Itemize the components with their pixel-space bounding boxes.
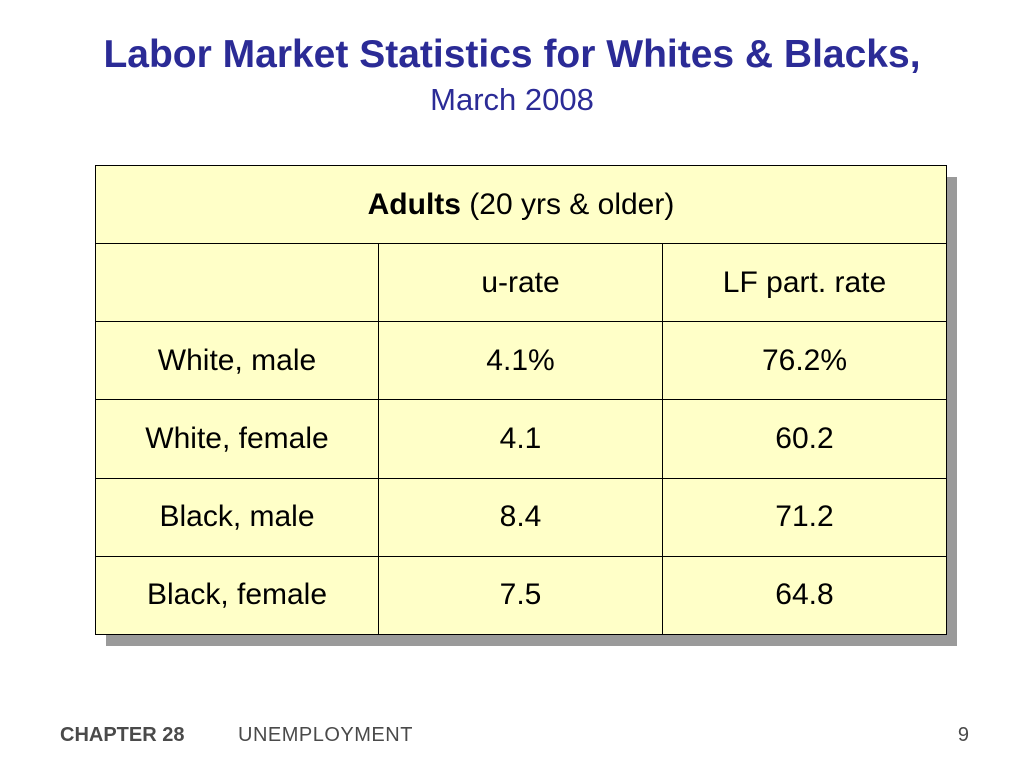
footer-topic: UNEMPLOYMENT [238, 724, 413, 746]
page-number: 9 [957, 724, 969, 746]
header-bold-text: Adults [367, 187, 461, 221]
slide-title: Labor Market Statistics for Whites & Bla… [103, 33, 921, 76]
u-rate-cell: 8.4 [378, 477, 663, 557]
table-header-row: Adults (20 yrs & older) [95, 164, 947, 245]
table-row: White, female 4.1 60.2 [95, 399, 947, 479]
table-row: Black, female 7.5 64.8 [95, 555, 947, 636]
row-label: Black, female [95, 555, 379, 636]
column-header-u-rate: u-rate [378, 243, 663, 323]
lf-rate-cell: 71.2 [662, 477, 947, 557]
column-header-row: u-rate LF part. rate [95, 243, 947, 323]
labor-stats-table: Adults (20 yrs & older) u-rate LF part. … [95, 164, 947, 636]
row-label: White, male [95, 321, 379, 401]
column-header-lf-rate: LF part. rate [662, 243, 947, 323]
u-rate-cell: 7.5 [378, 555, 663, 636]
header-rest-text: (20 yrs & older) [460, 187, 675, 221]
lf-rate-cell: 76.2% [662, 321, 947, 401]
row-label: White, female [95, 399, 379, 479]
lf-rate-cell: 60.2 [662, 399, 947, 479]
lf-rate-cell: 64.8 [662, 555, 947, 636]
u-rate-cell: 4.1% [378, 321, 663, 401]
table-row: White, male 4.1% 76.2% [95, 321, 947, 401]
row-label: Black, male [95, 477, 379, 557]
table-header-cell: Adults (20 yrs & older) [95, 164, 947, 245]
column-header-empty [95, 243, 379, 323]
footer-chapter: CHAPTER 28 [60, 724, 185, 746]
slide-subtitle: March 2008 [430, 82, 594, 117]
table-row: Black, male 8.4 71.2 [95, 477, 947, 557]
u-rate-cell: 4.1 [378, 399, 663, 479]
